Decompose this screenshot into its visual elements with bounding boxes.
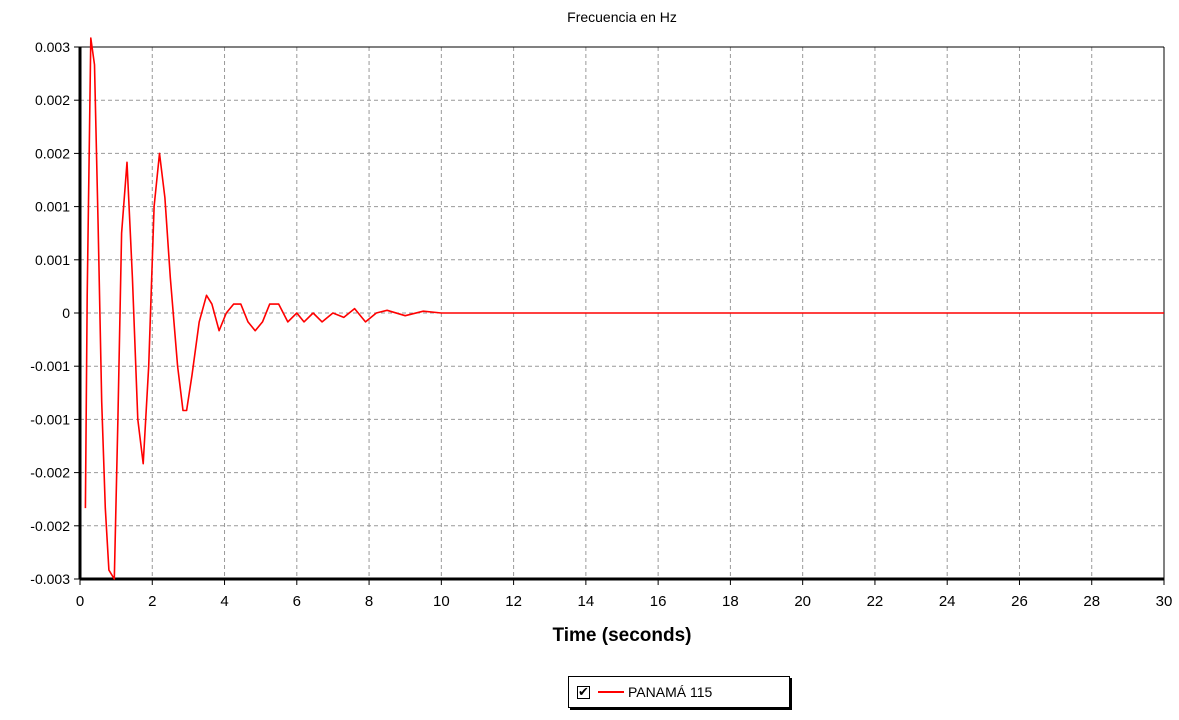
y-tick-label: 0 [62,305,70,321]
x-tick-label: 26 [1011,593,1028,610]
x-tick-label: 6 [293,593,301,610]
x-tick-label: 28 [1083,593,1100,610]
x-tick-label: 20 [794,593,811,610]
y-tick-label: 0.003 [35,39,70,55]
x-tick-label: 18 [722,593,739,610]
y-tick-label: 0.001 [35,199,70,215]
x-axis-ticks: 0 2 4 6 8 10 12 14 16 18 20 22 24 26 28 30 [76,579,1173,610]
x-tick-label: 8 [365,593,373,610]
x-tick-label: 12 [505,593,522,610]
legend: ✔ PANAMÁ 115 [568,676,790,708]
y-tick-label: -0.001 [30,358,70,374]
x-axis-label: Time (seconds) [552,625,691,646]
chart-title: Frecuencia en Hz [567,9,677,25]
y-tick-label: -0.003 [30,571,70,587]
x-tick-label: 4 [220,593,228,610]
legend-checkbox[interactable]: ✔ [577,684,590,700]
x-tick-label: 16 [650,593,667,610]
x-tick-label: 14 [578,593,595,610]
axes [78,46,1165,581]
y-tick-label: -0.002 [30,518,70,534]
y-tick-label: 0.002 [35,145,70,161]
x-tick-label: 30 [1156,593,1173,610]
y-axis-ticks: 0.003 0.002 0.002 0.001 0.001 0 -0.001 -0.001 -0… [30,39,80,587]
y-tick-label: 0.001 [35,252,70,268]
legend-label: PANAMÁ 115 [628,684,713,700]
x-tick-label: 22 [867,593,884,610]
series-layer [84,37,1164,580]
series-line [84,37,1164,580]
check-mark-icon: ✔ [578,684,589,700]
x-tick-label: 10 [433,593,450,610]
x-tick-label: 0 [76,593,84,610]
y-tick-label: -0.002 [30,465,70,481]
x-tick-label: 24 [939,593,956,610]
legend-line-swatch [598,691,624,693]
x-tick-label: 2 [148,593,156,610]
y-tick-label: -0.001 [30,411,70,427]
y-tick-label: 0.002 [35,92,70,108]
